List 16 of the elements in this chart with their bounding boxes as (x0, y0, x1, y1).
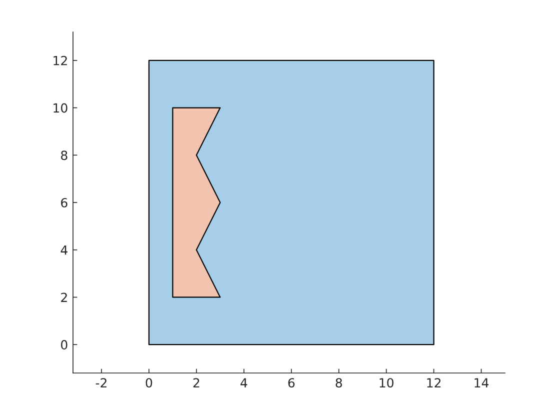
x-tick-label: 4 (240, 378, 248, 388)
x-tick-label: 12 (427, 378, 440, 388)
y-tick-label: 12 (54, 56, 67, 66)
y-tick-label: 2 (61, 292, 67, 302)
y-tick-label: 10 (54, 103, 68, 113)
y-tick-label: 6 (61, 198, 68, 208)
x-tick-label: 2 (193, 378, 200, 388)
x-tick-label: 6 (288, 378, 295, 388)
x-tick-label: 14 (474, 378, 489, 388)
x-tick-label: 10 (380, 378, 394, 388)
y-tick-label: 4 (60, 245, 68, 255)
x-tick-label: 0 (146, 378, 152, 388)
x-tick-label: 8 (336, 378, 342, 388)
y-tick-label: 0 (61, 340, 68, 350)
x-tick-label: -2 (96, 378, 106, 388)
y-tick-label: 8 (61, 150, 68, 160)
